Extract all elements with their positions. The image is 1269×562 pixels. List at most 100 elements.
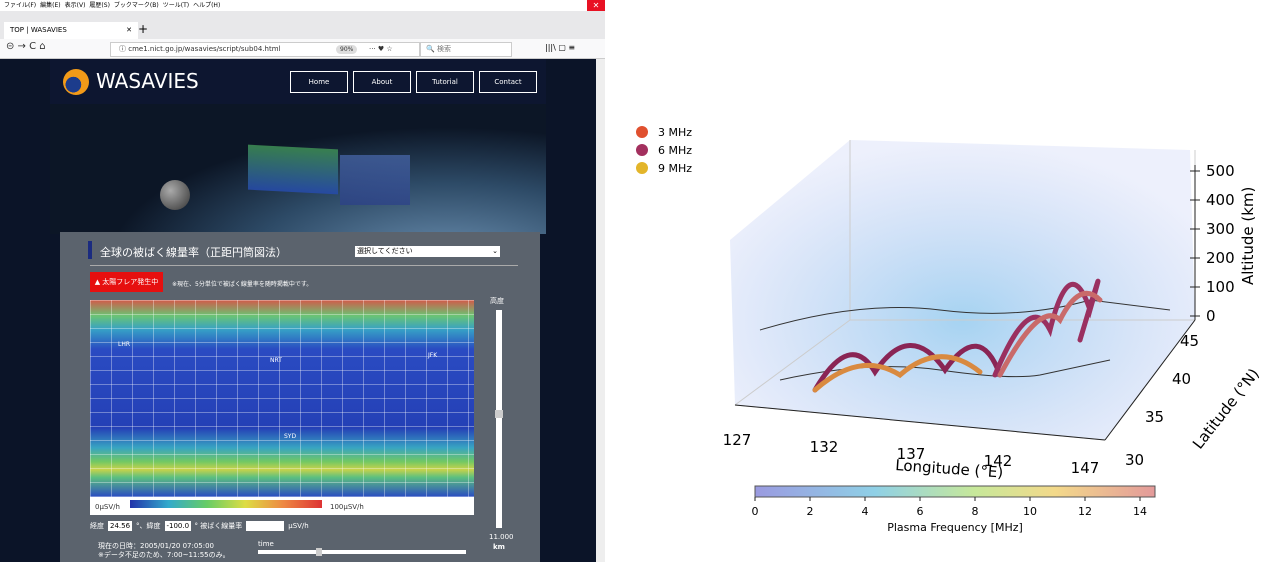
tab[interactable]: TOP | WASAVIES ✕ [4, 22, 138, 39]
altitude-slider[interactable] [495, 310, 503, 528]
altitude-label: 高度 [490, 297, 504, 305]
map-grid [90, 300, 474, 497]
x-tick-label: 137 [897, 445, 926, 463]
legend-marker [636, 126, 648, 138]
nav-buttons[interactable]: ⊝ → C ⌂ [6, 41, 46, 52]
plasma-figure: Longitude (°E) Latitude (°N) Altitude (k… [636, 126, 1263, 534]
legend-label: 9 MHz [658, 162, 692, 175]
x-tick-label: 147 [1071, 459, 1100, 477]
dose-label: ° 被ばく線量率 [194, 522, 243, 530]
logo-icon [63, 69, 89, 95]
select[interactable]: 選択してください ⌄ [355, 246, 500, 257]
lon-label: 経度 [90, 522, 104, 530]
lon-input[interactable]: 24.56 [108, 521, 132, 531]
z-tick-label: 200 [1206, 249, 1235, 267]
dose-map [90, 300, 474, 497]
volume [730, 140, 1195, 440]
logo[interactable]: WASAVIES [96, 69, 199, 93]
scale-max: 100μSV/h [330, 503, 364, 511]
z-tick-label: 300 [1206, 220, 1235, 238]
new-tab[interactable]: + [138, 22, 149, 36]
dose-unit: μSV/h [288, 522, 309, 530]
altitude-unit: km [493, 543, 505, 551]
y-tick-label: 40 [1172, 370, 1191, 388]
colorbar [130, 500, 322, 508]
colorbar [754, 485, 1156, 498]
colorbar-tick-label: 4 [862, 505, 869, 518]
window-controls: ✕ [560, 0, 605, 11]
nav-button[interactable]: Contact [479, 71, 537, 93]
site-header [50, 59, 546, 104]
x-axis [734, 404, 1106, 441]
dose-input[interactable] [246, 521, 285, 531]
y-tick-label: 45 [1180, 332, 1199, 350]
colorbar-label: Plasma Frequency [MHz] [887, 521, 1023, 534]
zoom: 90% [336, 45, 358, 54]
menu-item[interactable]: ファイル(F) [4, 2, 37, 9]
scale-min: 0μSV/h [95, 503, 120, 511]
colorbar-tick-label: 14 [1133, 505, 1147, 518]
scrollbar[interactable] [596, 59, 605, 562]
x-tick-label: 127 [723, 431, 752, 449]
note: ※現在、5分単位で被ばく線量率を随時掲載中です。 [172, 281, 313, 288]
legend-label: 3 MHz [658, 126, 692, 139]
y-tick-label: 35 [1145, 408, 1164, 426]
coords-row: 経度 24.56 °、緯度 -100.0 ° 被ばく線量率 μSV/h [90, 521, 309, 531]
search-box[interactable]: 🔍 検索 [420, 42, 512, 57]
city-label: NRT [270, 357, 282, 364]
y-axis [1104, 319, 1196, 441]
menu-item[interactable]: ヘルプ(H) [193, 2, 221, 9]
nav-button[interactable]: Tutorial [416, 71, 474, 93]
menu-bar: ファイル(F) 編集(E) 表示(V) 履歴(S) ブックマーク(B) ツール(T) ヘルプ… [0, 0, 605, 11]
z-tick-label: 100 [1206, 278, 1235, 296]
menu-item[interactable]: 編集(E) [40, 2, 61, 9]
moon [160, 180, 190, 210]
colorbar-tick-label: 2 [807, 505, 814, 518]
colorbar-tick-label: 6 [917, 505, 924, 518]
url: cme1.nict.go.jp/wasavies/script/sub04.ht… [128, 45, 281, 53]
lat-label: °、緯度 [136, 522, 161, 530]
city-label: LHR [118, 341, 131, 348]
city-label: SYD [284, 433, 297, 440]
menu-item[interactable]: ブックマーク(B) [113, 2, 159, 9]
ray-paths [812, 278, 1103, 393]
coastline [779, 359, 1111, 381]
colorbar-tick-label: 10 [1023, 505, 1037, 518]
time-slider[interactable] [258, 548, 466, 556]
x-tick-label: 132 [810, 438, 839, 456]
colorbar-tick-label: 0 [752, 505, 759, 518]
divider [90, 265, 518, 266]
url-bar[interactable]: ⓘ cme1.nict.go.jp/wasavies/script/sub04.… [110, 42, 420, 57]
y-tick-label: 30 [1125, 451, 1144, 469]
menu-item[interactable]: 履歴(S) [89, 2, 110, 9]
nav-button[interactable]: About [353, 71, 411, 93]
data-note: ※データ不足のため、7:00~11:55のみ。 [98, 551, 230, 559]
menu-item[interactable]: 表示(V) [64, 2, 86, 9]
search-placeholder: 検索 [436, 45, 451, 53]
z-tick-label: 500 [1206, 162, 1235, 180]
toolbar-icons[interactable]: |||\ ▢ ≡ [545, 43, 576, 52]
alert-button[interactable]: ▲ 太陽フレア発生中 [90, 272, 163, 292]
menu-item[interactable]: ツール(T) [162, 2, 190, 9]
panel-title: 全球の被ばく線量率（正距円筒図法） [100, 246, 287, 259]
colorbar-tick-label: 12 [1078, 505, 1092, 518]
coastline [759, 299, 1171, 331]
lat-input[interactable]: -100.0 [164, 521, 191, 531]
z-tick-label: 0 [1206, 307, 1216, 325]
z-axis-label: Altitude (km) [1239, 187, 1257, 285]
x-tick-label: 142 [984, 452, 1013, 470]
legend-marker [636, 162, 648, 174]
tab-title: TOP | WASAVIES [10, 26, 67, 34]
select-text: 選択してください [357, 247, 413, 255]
y-axis-label: Latitude (°N) [1189, 365, 1263, 452]
city-label: JFK [428, 352, 438, 359]
legend-marker [636, 144, 648, 156]
time-label: time [258, 540, 274, 548]
altitude-value: 11.000 [489, 533, 514, 541]
datetime: 現在の日時：2005/01/20 07:05:00 [98, 542, 215, 550]
colorbar-tick-label: 8 [972, 505, 979, 518]
nav-button[interactable]: Home [290, 71, 348, 93]
legend-label: 6 MHz [658, 144, 692, 157]
map-layer [248, 144, 338, 195]
